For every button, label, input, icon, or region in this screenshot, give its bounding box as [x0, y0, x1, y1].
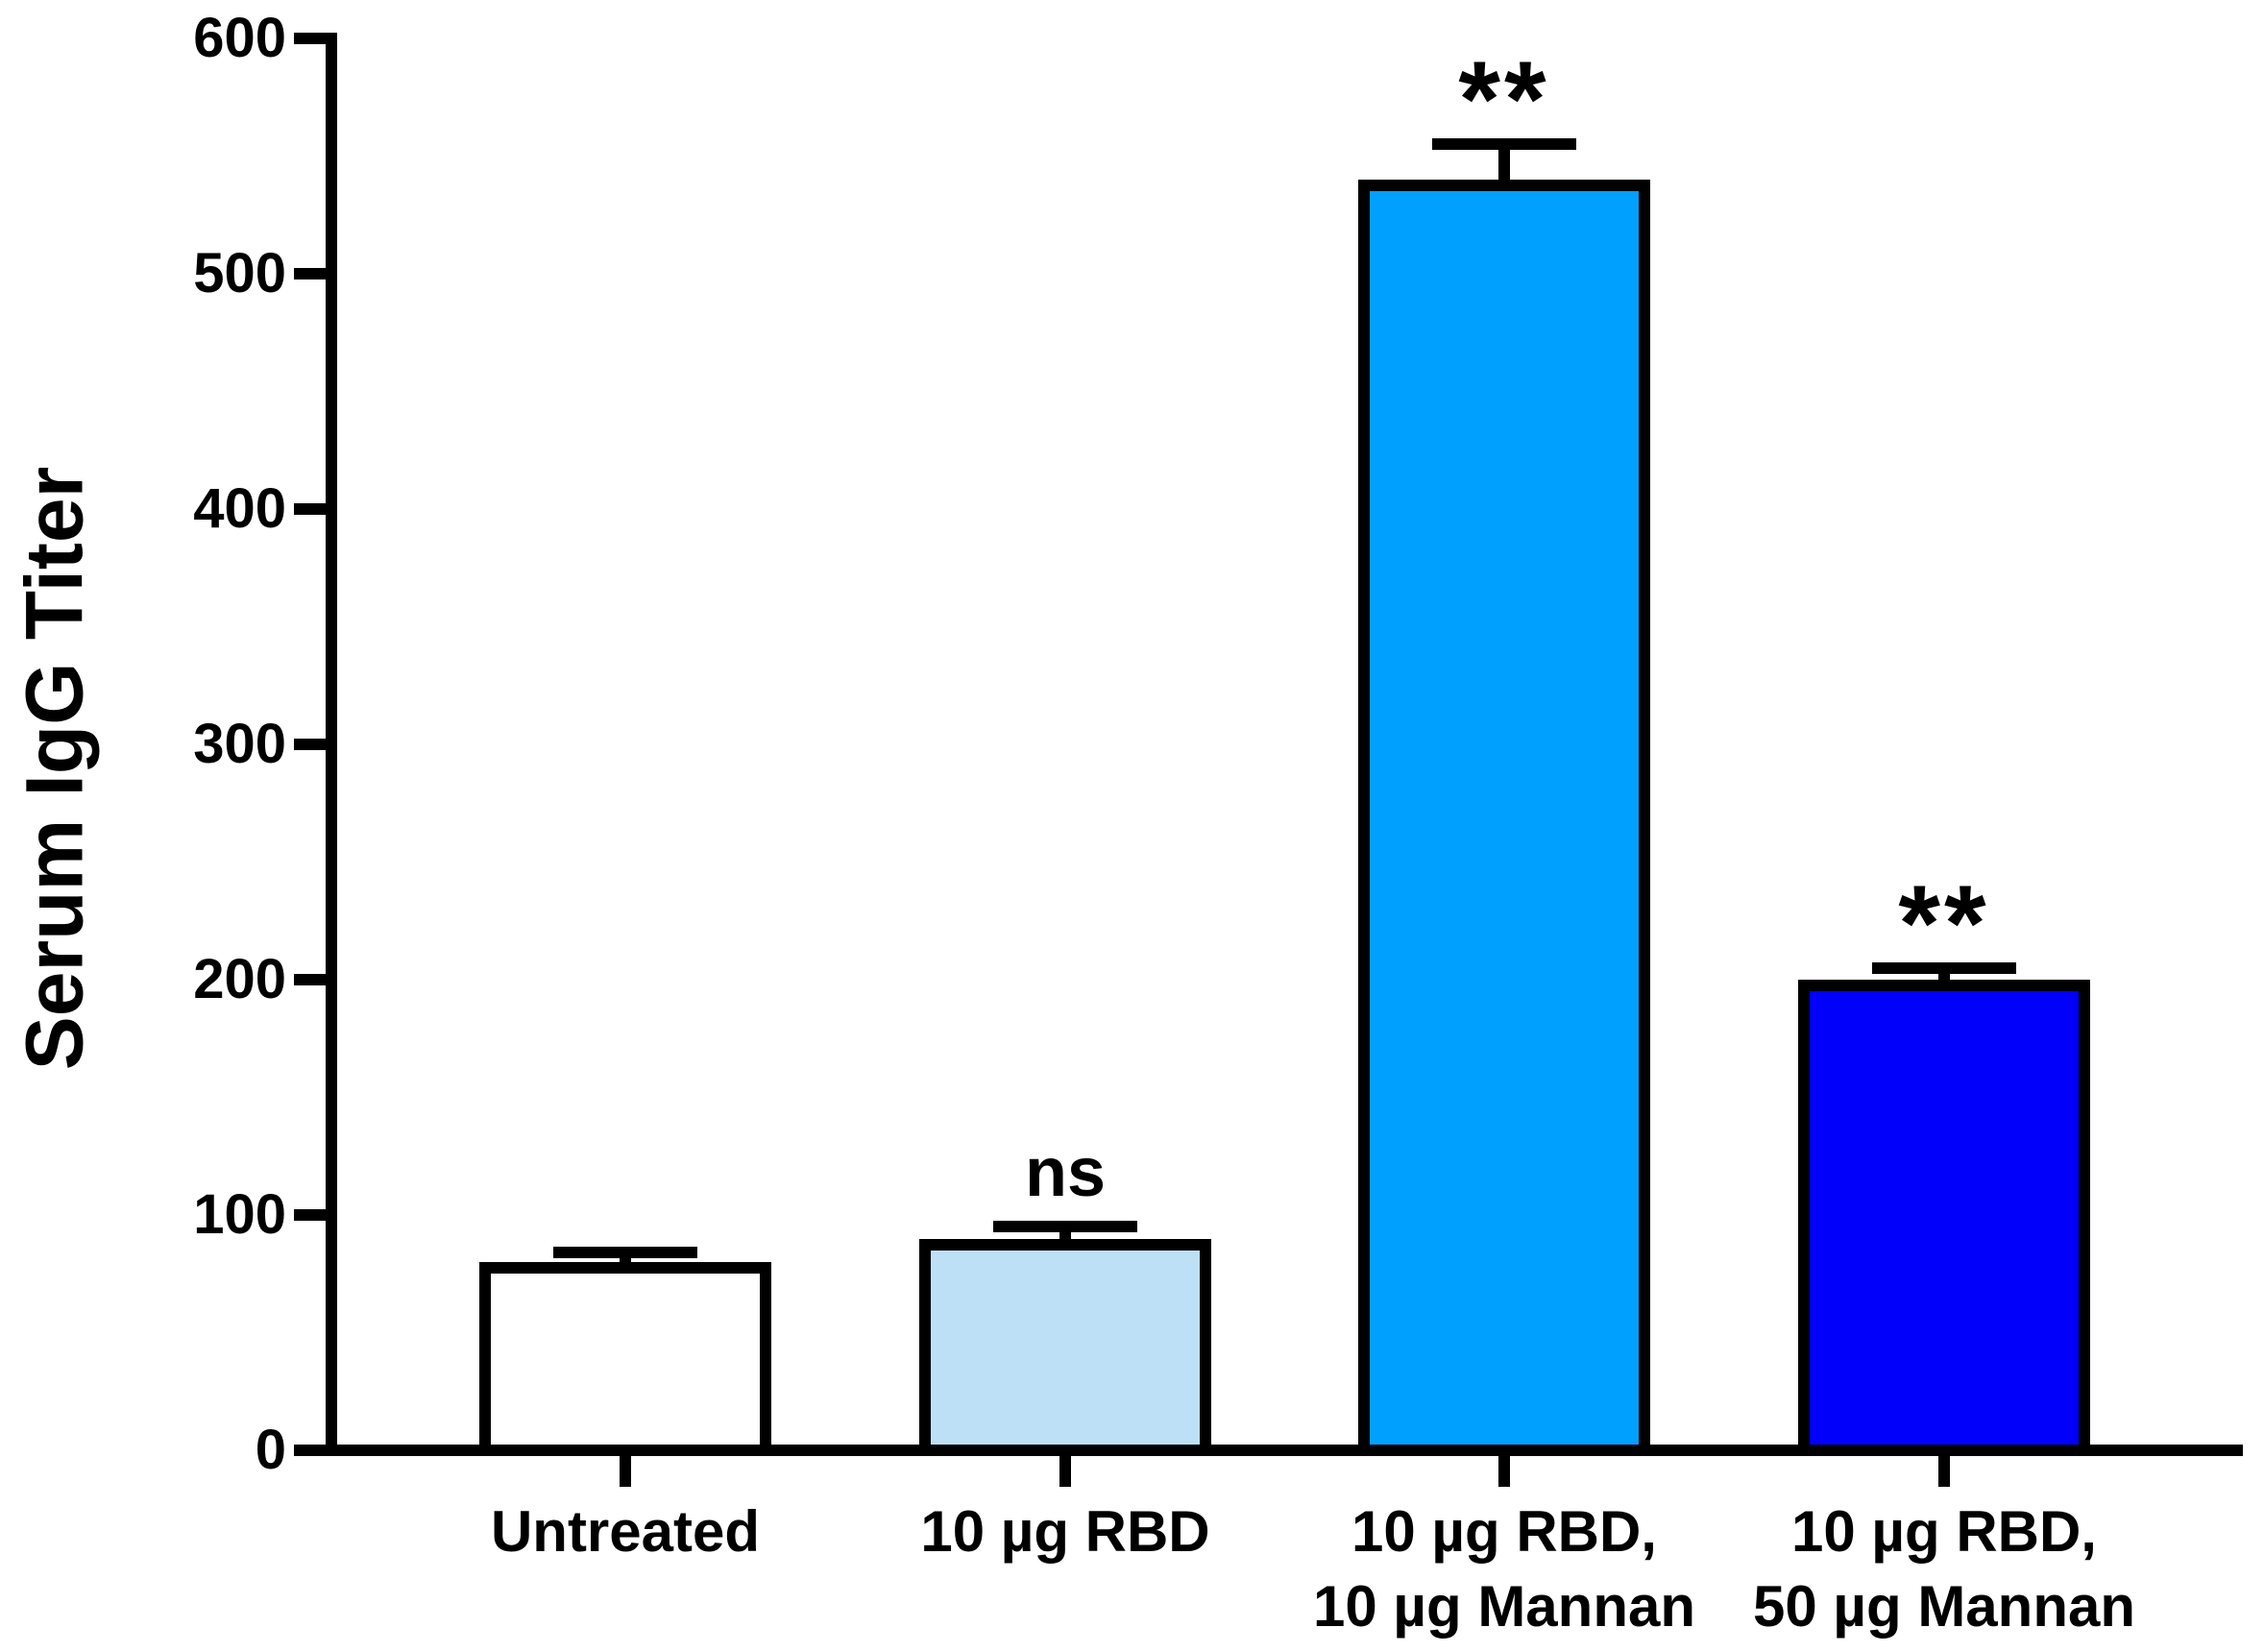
- y-tick-label: 100: [193, 1183, 286, 1246]
- bar: [919, 1238, 1211, 1456]
- x-category-label-line: Untreated: [490, 1499, 761, 1564]
- x-tick-mark: [1059, 1456, 1071, 1487]
- y-axis-line: [326, 33, 337, 1456]
- error-bar-cap: [1432, 138, 1576, 151]
- y-tick-mark: [294, 503, 326, 515]
- x-category-label: 10 µg RBD, 50 µg Mannan: [1694, 1494, 2194, 1644]
- bar: [479, 1262, 771, 1456]
- y-tick-label: 500: [193, 242, 286, 304]
- bar: [1798, 980, 2090, 1456]
- x-tick-mark: [620, 1456, 631, 1487]
- error-bar-stem: [1498, 144, 1510, 187]
- y-tick-mark: [294, 33, 326, 44]
- y-tick-label: 200: [193, 948, 286, 1010]
- significance-annotation: ns: [1024, 1134, 1107, 1212]
- significance-annotation: **: [1458, 39, 1550, 160]
- bar: [1358, 180, 1650, 1456]
- y-tick-label: 0: [255, 1419, 286, 1481]
- x-tick-mark: [1938, 1456, 1950, 1487]
- significance-annotation: **: [1898, 862, 1990, 984]
- x-category-label-line: 10 µg Mannan: [1313, 1574, 1695, 1639]
- y-tick-mark: [294, 1209, 326, 1221]
- error-bar-cap: [1872, 961, 2016, 974]
- y-tick-label: 400: [193, 477, 286, 540]
- y-tick-mark: [294, 739, 326, 750]
- x-axis-line: [326, 1445, 2243, 1456]
- x-category-label: 10 µg RBD: [816, 1494, 1315, 1569]
- y-tick-mark: [294, 974, 326, 985]
- x-category-label: Untreated: [376, 1494, 875, 1569]
- y-tick-mark: [294, 1445, 326, 1456]
- x-tick-mark: [1498, 1456, 1510, 1487]
- y-tick-label: 300: [193, 713, 286, 775]
- y-tick-mark: [294, 268, 326, 279]
- error-bar-cap: [553, 1247, 697, 1259]
- x-category-label-line: 10 µg RBD,: [1351, 1499, 1657, 1564]
- x-category-label: 10 µg RBD, 10 µg Mannan: [1254, 1494, 1754, 1644]
- x-category-label-line: 50 µg Mannan: [1753, 1574, 2135, 1639]
- x-category-label-line: 10 µg RBD: [920, 1499, 1210, 1564]
- error-bar-cap: [993, 1221, 1137, 1233]
- y-tick-label: 600: [193, 7, 286, 69]
- x-category-label-line: 10 µg RBD,: [1791, 1499, 2097, 1564]
